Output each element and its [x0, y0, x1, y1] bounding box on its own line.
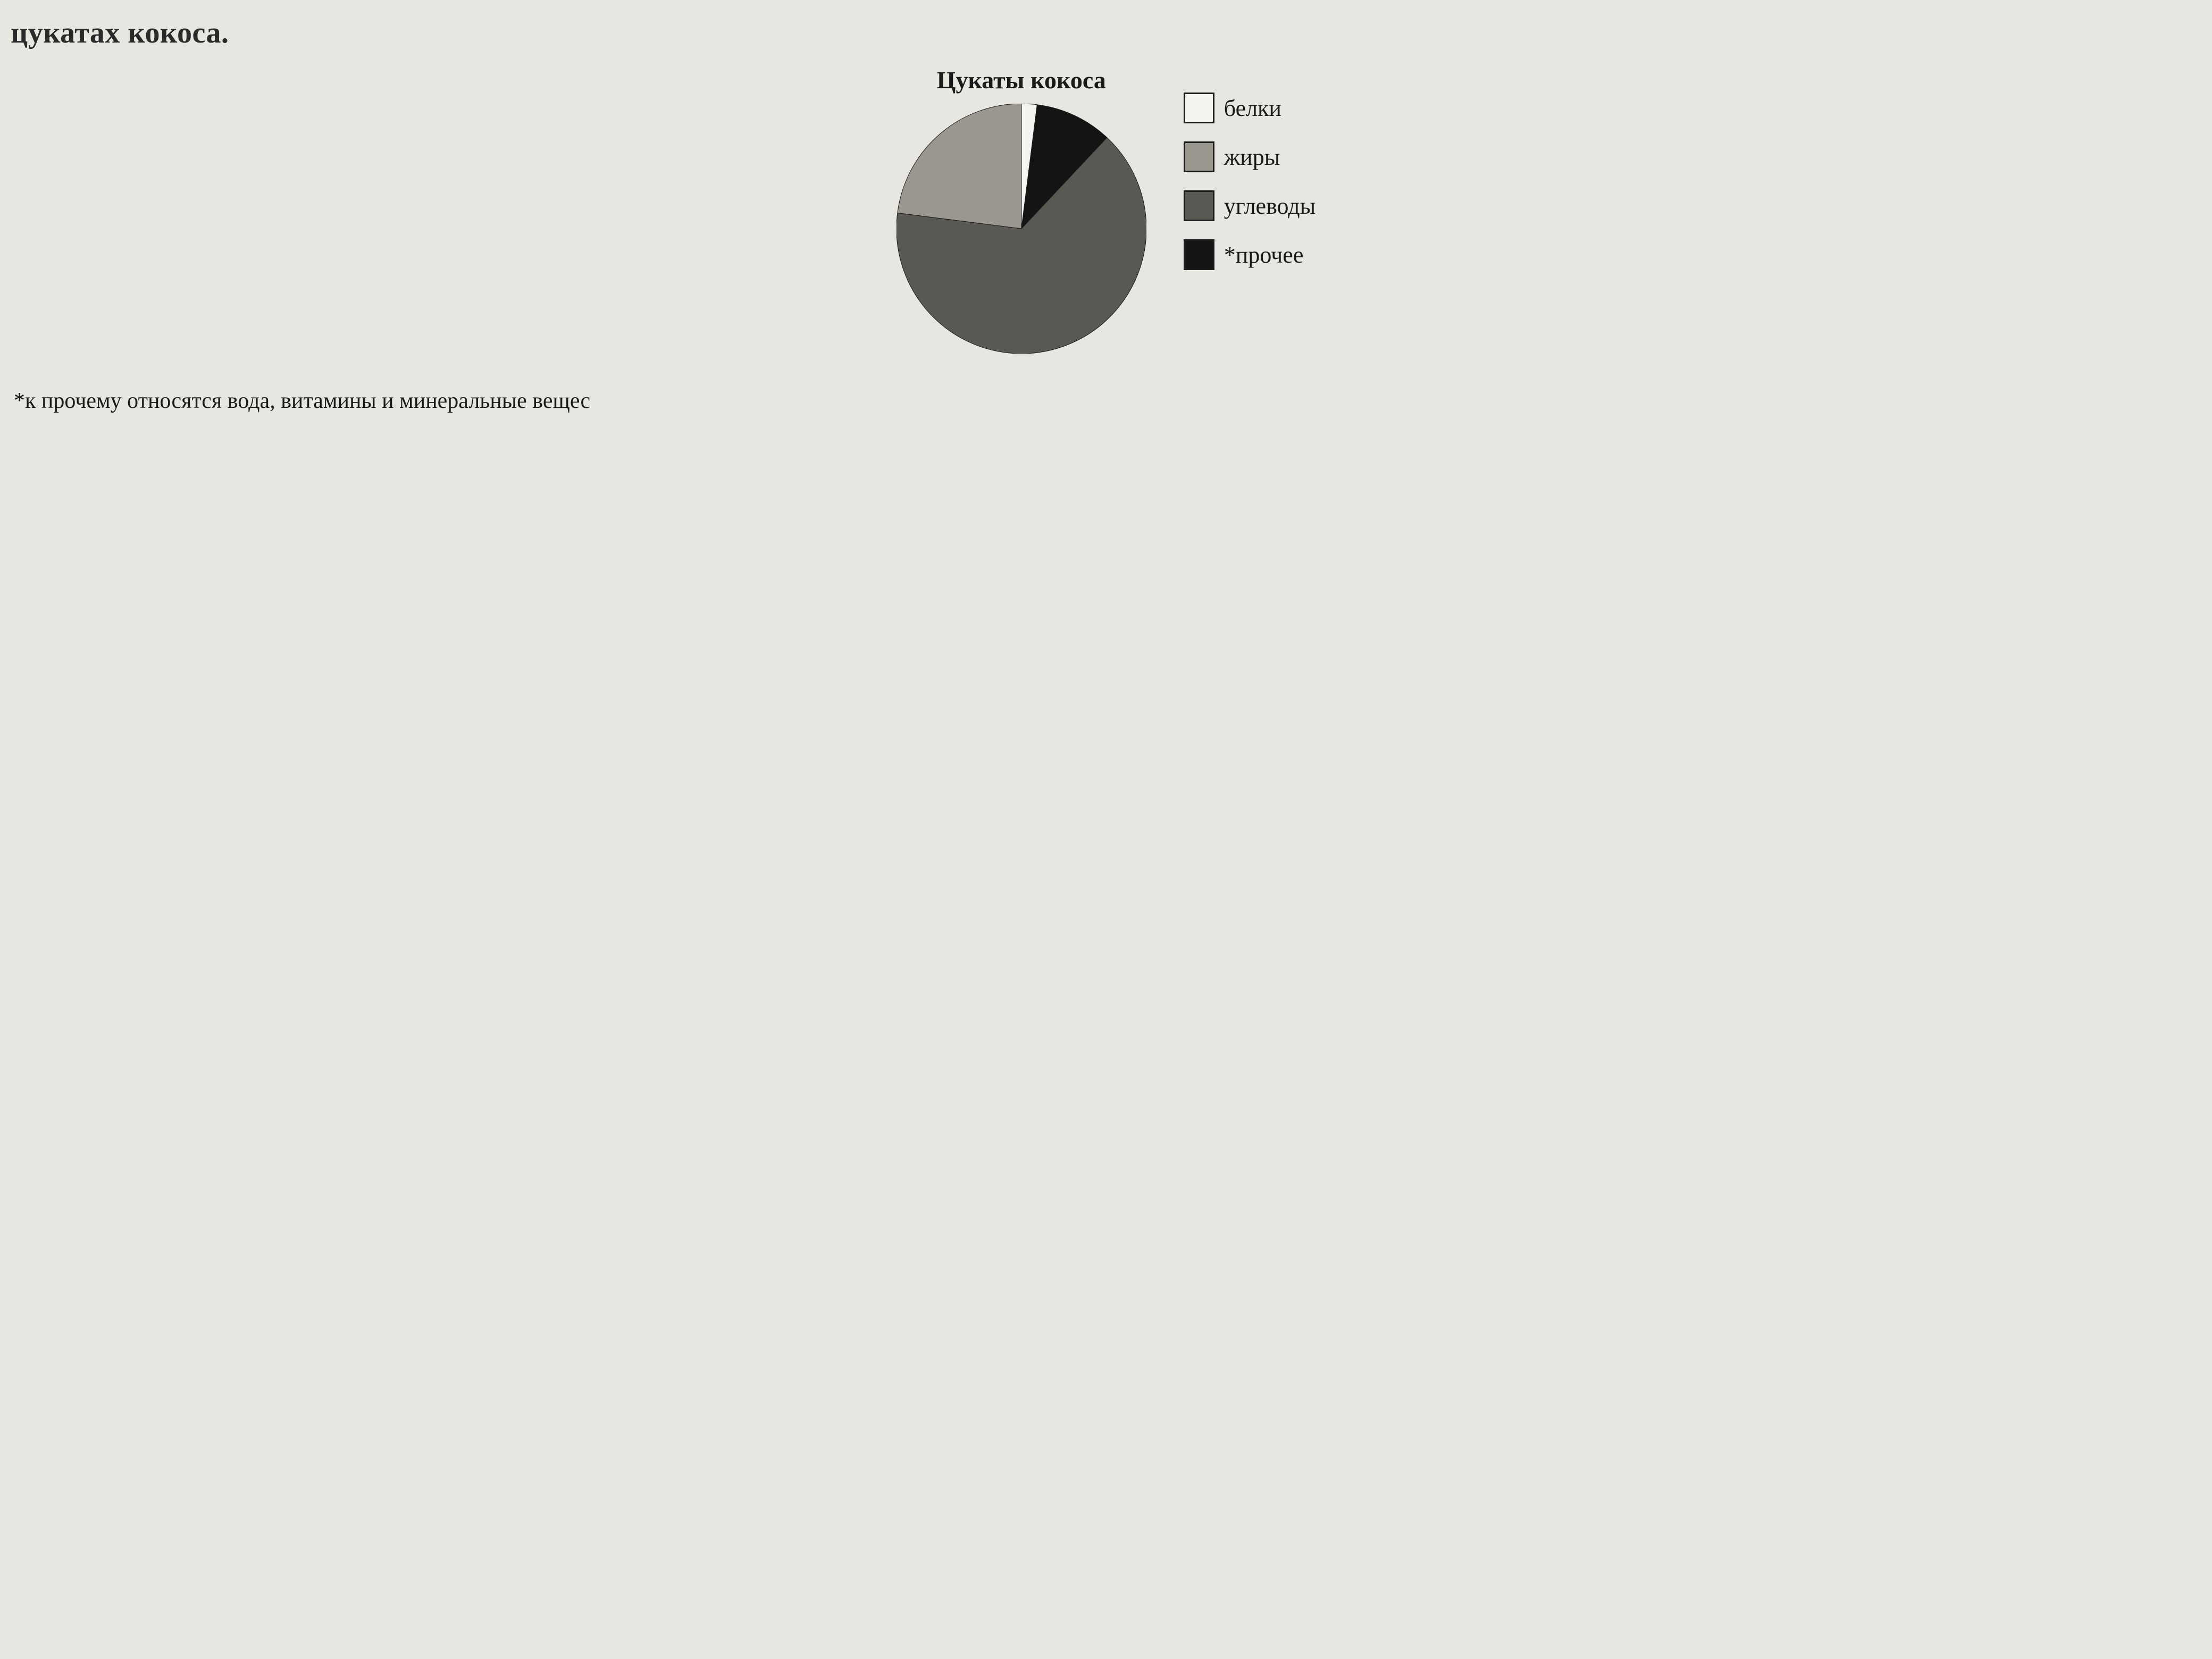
legend-item-carbs: углеводы	[1184, 190, 1316, 221]
pie-slice-fat	[898, 104, 1021, 229]
cropped-heading-fragment: цукатах кокоса.	[11, 16, 2201, 50]
chart-legend: белки жиры углеводы *прочее	[1184, 93, 1316, 270]
legend-label-carbs: углеводы	[1224, 192, 1316, 220]
legend-item-fat: жиры	[1184, 141, 1316, 172]
footnote-text: *к прочему относятся вода, витамины и ми…	[11, 388, 2201, 414]
legend-label-protein: белки	[1224, 95, 1281, 122]
chart-title: Цукаты кокоса	[896, 66, 1146, 94]
legend-swatch-other	[1184, 239, 1214, 270]
pie-svg	[896, 104, 1146, 354]
legend-item-protein: белки	[1184, 93, 1316, 123]
pie-chart-block: Цукаты кокоса	[896, 66, 1146, 356]
pie-chart	[896, 104, 1146, 356]
legend-item-other: *прочее	[1184, 239, 1316, 270]
legend-swatch-protein	[1184, 93, 1214, 123]
legend-label-fat: жиры	[1224, 144, 1280, 171]
legend-label-other: *прочее	[1224, 241, 1304, 269]
legend-swatch-fat	[1184, 141, 1214, 172]
page-root: цукатах кокоса. Цукаты кокоса белки жиры у…	[11, 16, 2201, 1643]
legend-swatch-carbs	[1184, 190, 1214, 221]
chart-area: Цукаты кокоса белки жиры углеводы *прочее	[11, 66, 2201, 356]
